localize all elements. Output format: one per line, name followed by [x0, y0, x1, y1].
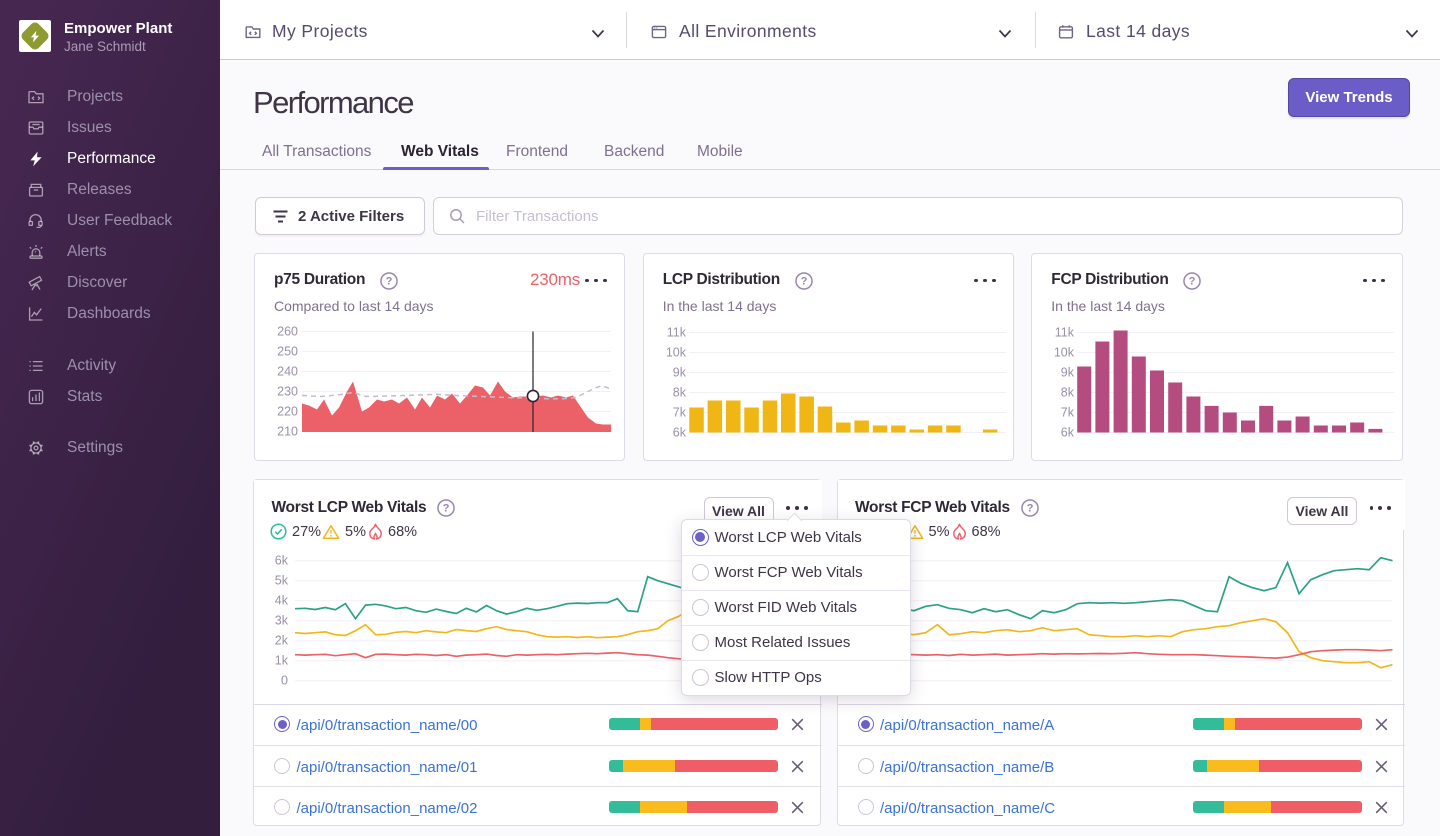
svg-text:250: 250 — [277, 344, 298, 358]
svg-text:6k: 6k — [672, 425, 686, 439]
svg-text:11k: 11k — [666, 325, 686, 339]
svg-text:7k: 7k — [672, 405, 686, 419]
svg-text:4k: 4k — [275, 594, 289, 608]
svg-text:?: ? — [443, 503, 450, 515]
svg-text:220: 220 — [277, 404, 298, 418]
svg-text:8k: 8k — [1061, 385, 1075, 399]
svg-text:0: 0 — [281, 674, 288, 688]
svg-text:6k: 6k — [1061, 425, 1075, 439]
svg-text:1k: 1k — [275, 654, 289, 668]
svg-text:?: ? — [1026, 503, 1033, 515]
svg-text:?: ? — [386, 275, 393, 287]
svg-text:10k: 10k — [666, 345, 687, 359]
svg-text:210: 210 — [277, 424, 298, 438]
svg-text:9k: 9k — [1061, 365, 1075, 379]
svg-text:8k: 8k — [672, 385, 686, 399]
svg-text:10k: 10k — [1054, 345, 1075, 359]
svg-text:7k: 7k — [1061, 405, 1075, 419]
svg-text:11k: 11k — [1055, 325, 1075, 339]
svg-text:9k: 9k — [672, 365, 686, 379]
svg-text:2k: 2k — [275, 634, 289, 648]
svg-text:6k: 6k — [275, 554, 289, 568]
svg-text:230: 230 — [277, 384, 298, 398]
svg-text:3k: 3k — [275, 614, 289, 628]
svg-text:?: ? — [1189, 275, 1196, 287]
svg-text:260: 260 — [277, 324, 298, 338]
svg-text:5k: 5k — [275, 574, 289, 588]
svg-text:240: 240 — [277, 364, 298, 378]
svg-text:?: ? — [800, 275, 807, 287]
